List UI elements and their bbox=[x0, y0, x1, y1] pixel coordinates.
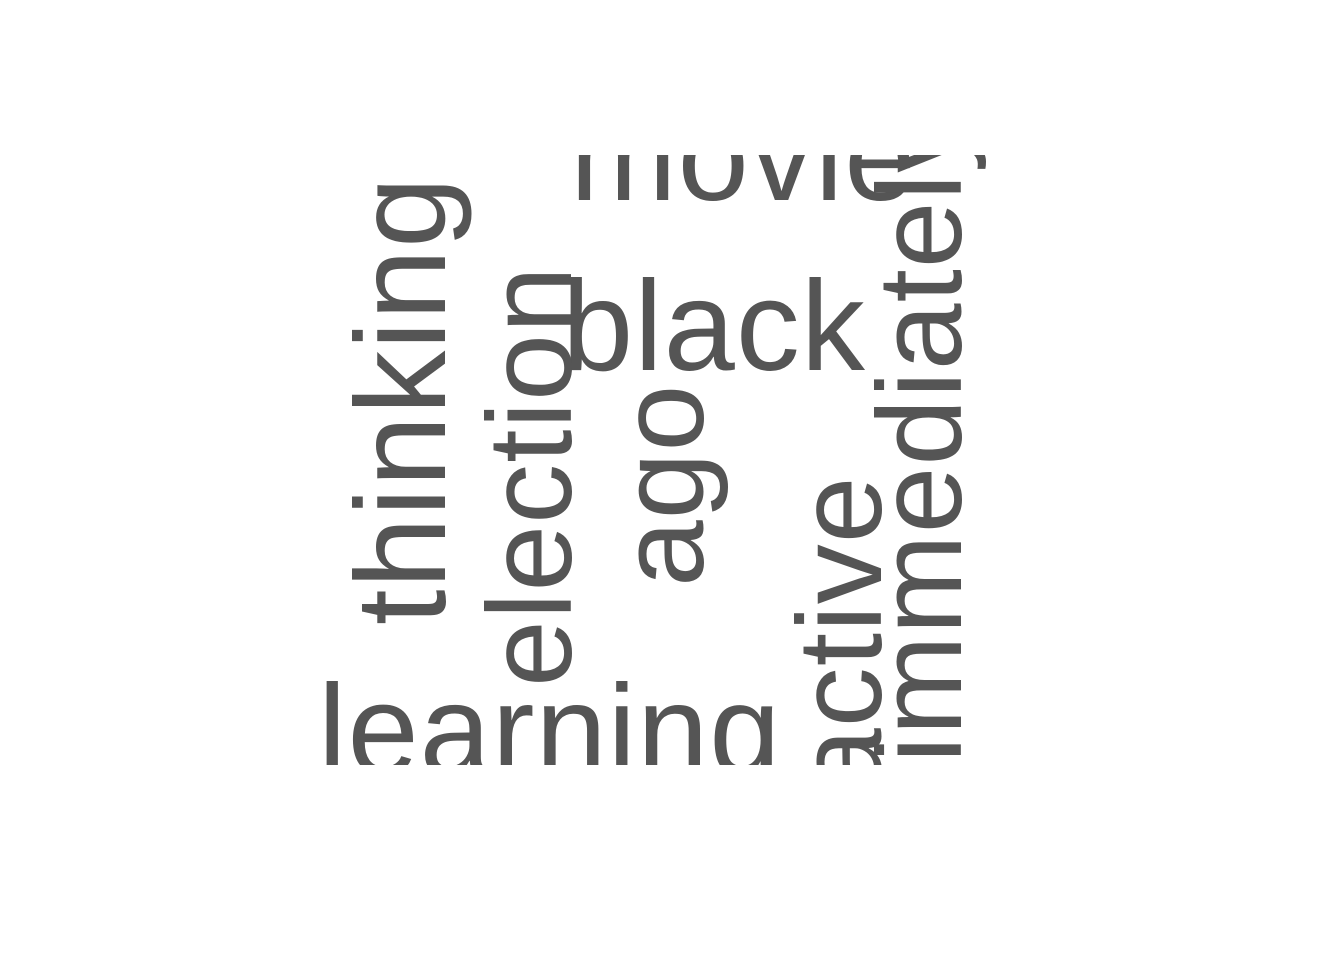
word-black: black bbox=[562, 255, 866, 398]
word-learning: learning bbox=[318, 659, 782, 766]
word-cloud: movie black learning thinking election a… bbox=[300, 155, 1000, 765]
word-election: election bbox=[463, 265, 597, 687]
word-immediately: immediately bbox=[853, 155, 987, 763]
word-thinking: thinking bbox=[330, 175, 473, 625]
word-movie: movie bbox=[570, 155, 917, 228]
word-ago: ago bbox=[595, 383, 729, 587]
